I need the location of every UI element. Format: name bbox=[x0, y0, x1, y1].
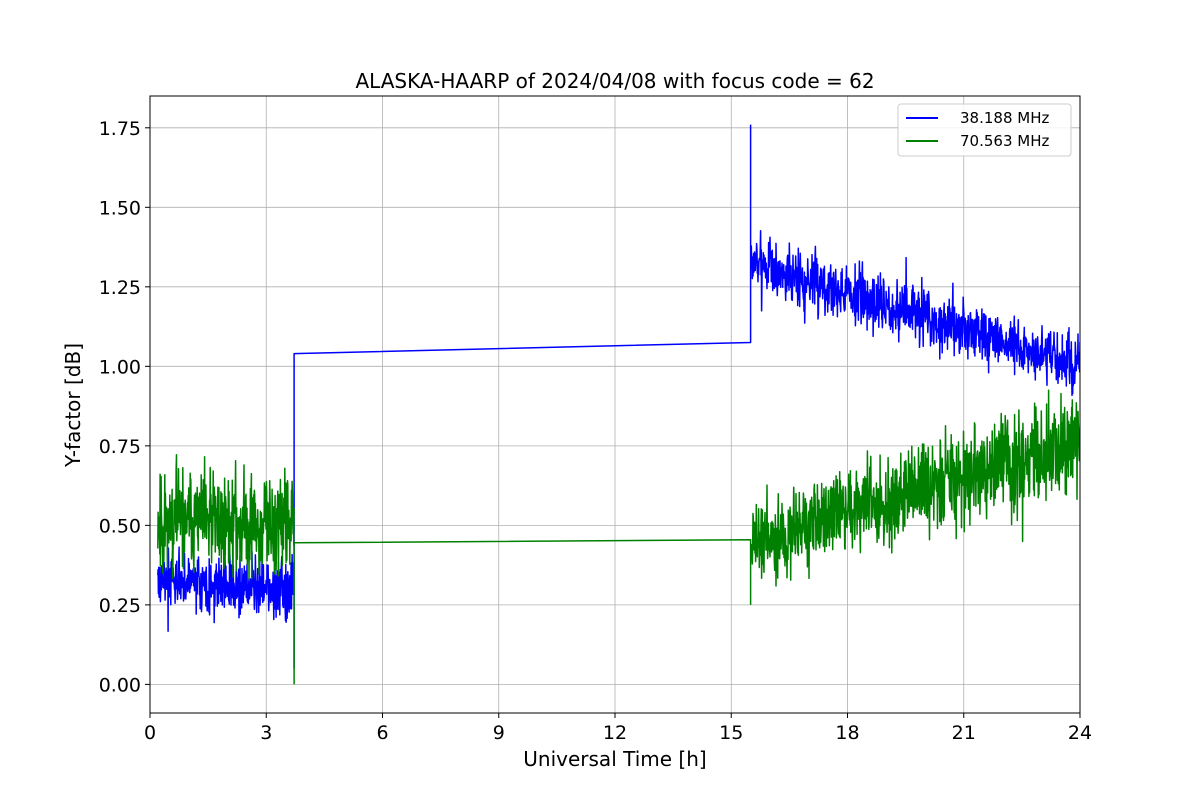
x-tick-label: 15 bbox=[719, 722, 743, 744]
y-tick-label: 0.75 bbox=[99, 436, 141, 458]
legend-box bbox=[897, 103, 1072, 157]
y-tick-label: 0.25 bbox=[99, 595, 141, 617]
y-tick-label: 1.25 bbox=[99, 277, 141, 299]
x-tick-label: 24 bbox=[1068, 722, 1092, 744]
y-axis-title: Y-factor [dB] bbox=[61, 343, 85, 468]
x-tick-label: 9 bbox=[493, 722, 505, 744]
legend-label: 70.563 MHz bbox=[960, 132, 1049, 150]
y-tick-label: 1.75 bbox=[99, 118, 141, 140]
x-tick-label: 21 bbox=[952, 722, 976, 744]
chart-title: ALASKA-HAARP of 2024/04/08 with focus co… bbox=[355, 69, 874, 93]
x-tick-label: 6 bbox=[376, 722, 388, 744]
y-tick-label: 0.50 bbox=[99, 515, 141, 537]
y-tick-label: 0.00 bbox=[99, 674, 141, 696]
x-axis-title: Universal Time [h] bbox=[523, 747, 706, 771]
series-layer bbox=[157, 124, 1080, 685]
legend: 38.188 MHz 70.563 MHz bbox=[897, 103, 1072, 157]
y-tick-label: 1.50 bbox=[99, 197, 141, 219]
x-tick-label: 18 bbox=[835, 722, 859, 744]
x-tick-label: 12 bbox=[603, 722, 627, 744]
x-tick-label: 0 bbox=[144, 722, 156, 744]
axis-ticks: 0 3 6 9 12 15 18 21 24 0.00 0.25 0.50 0.75 1.00 1.25 1.… bbox=[99, 118, 1092, 744]
y-tick-label: 1.00 bbox=[99, 356, 141, 378]
x-tick-label: 3 bbox=[260, 722, 272, 744]
legend-label: 38.188 MHz bbox=[960, 109, 1049, 127]
series-line bbox=[157, 389, 1080, 685]
